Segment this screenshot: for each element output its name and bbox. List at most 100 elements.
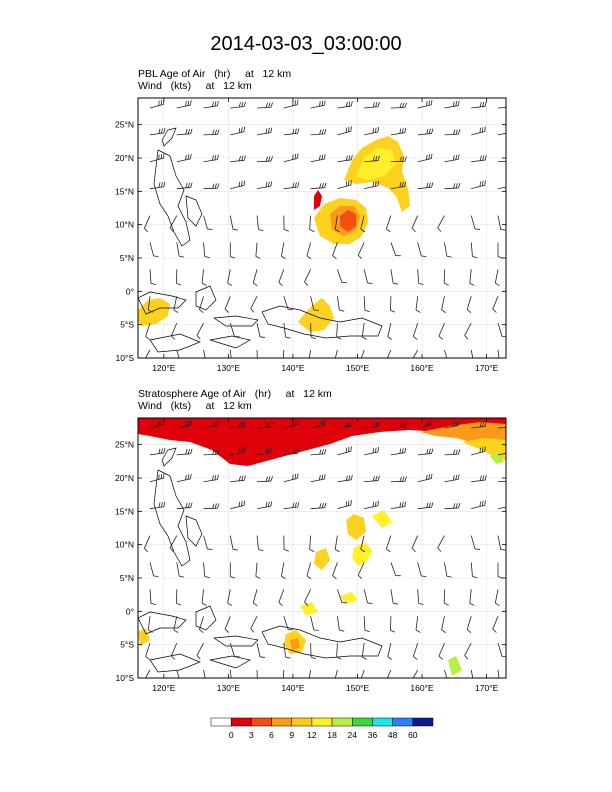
wind-barb	[411, 535, 419, 553]
wind-barb	[494, 589, 500, 607]
wind-barb	[334, 215, 340, 233]
wind-barb	[282, 349, 285, 358]
wind-barb	[229, 349, 232, 358]
wind-barb	[417, 448, 434, 456]
wind-barb	[252, 269, 258, 287]
wind-barb	[390, 447, 407, 456]
colorbar-swatch	[230, 717, 252, 727]
wind-barb	[497, 160, 506, 163]
colorbar-swatch	[331, 717, 353, 727]
wind-barb	[230, 446, 246, 456]
wind-barb	[337, 474, 353, 483]
wind-barb	[497, 506, 506, 510]
wind-barb	[304, 269, 311, 286]
wind-barb	[412, 322, 419, 340]
strat-patch-10	[290, 638, 300, 650]
panel-1-wind-label: Wind (kts) at 12 km	[138, 80, 252, 92]
colorbar-label: 60	[408, 730, 418, 740]
wind-barb	[199, 296, 204, 313]
map-panel-pbl: 120°E 130°E 140°E 150°E 160°E 170°E 10°S 5°S 0° 5…	[115, 97, 507, 373]
wind-barb	[149, 269, 156, 286]
wind-barb	[443, 269, 450, 286]
wind-barb	[203, 669, 206, 678]
wind-barb	[257, 102, 273, 109]
lon-tick-label: 170°E	[475, 363, 499, 373]
wind-barb	[229, 242, 236, 259]
wind-barb	[230, 155, 246, 163]
wind-barb	[308, 349, 312, 358]
strat-green-edge	[490, 452, 504, 464]
wind-barb	[278, 269, 285, 287]
lat-tick-label: 15°N	[115, 506, 134, 516]
wind-barb	[310, 129, 327, 136]
wind-barb	[334, 349, 338, 358]
wind-barb	[444, 669, 448, 678]
wind-barb	[196, 322, 204, 340]
wind-barb	[497, 480, 506, 483]
wind-barb	[310, 323, 316, 340]
wind-barb	[176, 182, 193, 190]
lon-tick-label: 160°E	[410, 363, 434, 373]
wind-barb	[173, 616, 179, 633]
wind-barb	[149, 501, 166, 510]
wind-barb	[444, 503, 461, 510]
wind-barb	[390, 127, 407, 136]
lat-tick-label: 10°S	[115, 353, 134, 363]
wind-barb	[387, 323, 393, 340]
lat-tick-label: 0°	[126, 286, 134, 296]
wind-barb	[417, 562, 427, 577]
wind-barb	[470, 535, 481, 550]
wind-barb	[149, 562, 159, 577]
wind-barb	[176, 128, 193, 136]
wind-barb	[203, 129, 220, 136]
wind-barb	[203, 100, 219, 109]
wind-barb	[390, 181, 407, 190]
wind-barb	[169, 535, 178, 552]
wind-barb	[143, 535, 151, 553]
wind-barb	[176, 349, 180, 358]
wind-barb	[149, 153, 165, 163]
wind-barb	[417, 502, 434, 510]
colorbar-swatch	[291, 717, 313, 727]
coastlines	[138, 447, 383, 673]
wind-barb	[444, 420, 460, 429]
wind-barb	[417, 589, 424, 606]
wind-barb	[337, 421, 353, 429]
wind-barb	[282, 669, 285, 678]
wind-barb	[390, 422, 407, 429]
wind-barb	[310, 474, 326, 483]
colorbar: 0 3 6 9 12 18 24 36 48 60	[210, 717, 434, 740]
colorbar-swatch	[352, 717, 373, 727]
wind-barb	[364, 475, 380, 483]
wind-barb	[444, 349, 448, 358]
wind-barb	[283, 99, 299, 109]
pbl-plume-red-arc	[314, 190, 322, 210]
wind-barb	[417, 242, 427, 257]
wind-barb	[464, 642, 472, 660]
wind-barb	[196, 642, 204, 660]
wind-barb	[250, 296, 258, 313]
wind-barb	[444, 242, 452, 258]
pbl-plume-southwest	[138, 298, 170, 326]
strat-patch-3	[314, 548, 330, 570]
wind-barb	[444, 129, 461, 136]
lat-tick-label: 5°N	[120, 253, 134, 263]
wind-barb	[224, 616, 231, 633]
wind-barb	[255, 562, 261, 579]
wind-barb	[444, 100, 460, 109]
wind-barb	[203, 183, 220, 190]
wind-barb	[257, 127, 273, 136]
wind-barb	[256, 669, 258, 678]
wind-barb	[230, 475, 246, 483]
wind-barb	[230, 126, 246, 136]
wind-barb	[417, 269, 424, 286]
colorbar-swatch	[412, 717, 434, 727]
wind-barbs	[143, 99, 506, 358]
wind-barb	[309, 535, 315, 552]
wind-barb	[176, 269, 182, 286]
wind-barb	[283, 153, 299, 163]
wind-barb	[444, 474, 460, 483]
pbl-plume-center-red	[340, 210, 356, 232]
wind-barb	[332, 242, 338, 260]
wind-barb	[417, 419, 433, 429]
